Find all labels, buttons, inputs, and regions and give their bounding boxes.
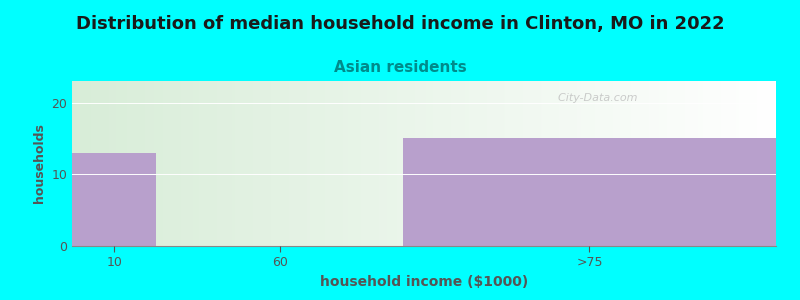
X-axis label: household income ($1000): household income ($1000)	[320, 275, 528, 289]
Bar	[72, 153, 157, 246]
Text: Asian residents: Asian residents	[334, 60, 466, 75]
Bar	[403, 138, 776, 246]
Text: Distribution of median household income in Clinton, MO in 2022: Distribution of median household income …	[76, 15, 724, 33]
Y-axis label: households: households	[33, 124, 46, 203]
Text: City-Data.com: City-Data.com	[550, 92, 638, 103]
